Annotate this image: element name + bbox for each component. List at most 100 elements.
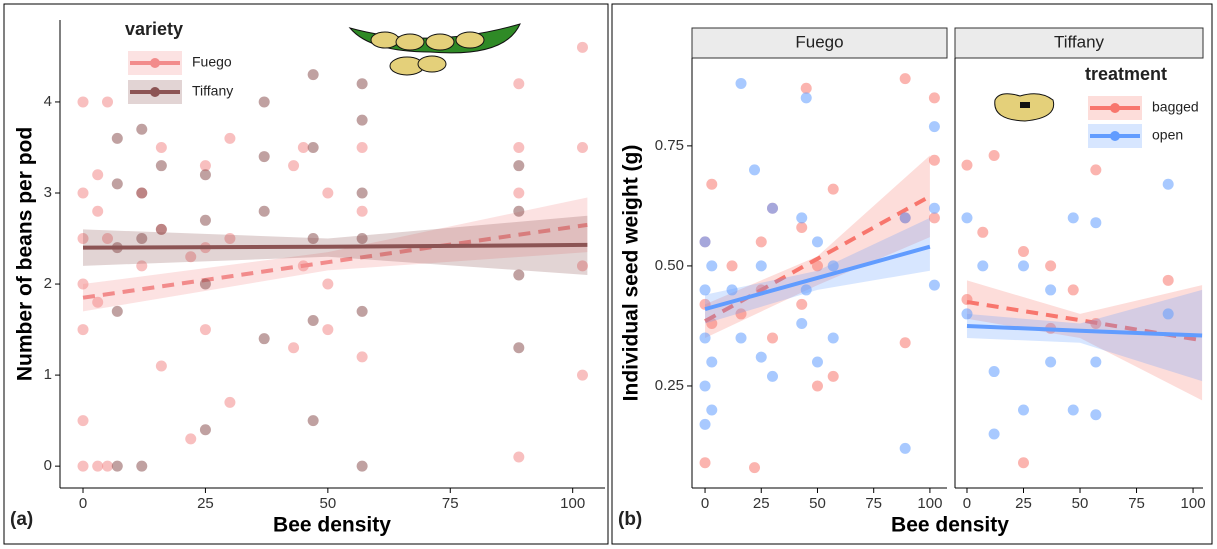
point bbox=[92, 460, 104, 472]
point bbox=[288, 160, 300, 172]
point bbox=[899, 442, 911, 454]
point bbox=[767, 332, 779, 344]
point bbox=[136, 123, 148, 135]
point bbox=[101, 96, 113, 108]
point bbox=[735, 332, 747, 344]
point bbox=[811, 380, 823, 392]
point bbox=[1045, 260, 1057, 272]
point bbox=[224, 233, 236, 245]
point bbox=[988, 366, 1000, 378]
point bbox=[307, 415, 319, 427]
y-tick-label: 0.25 bbox=[655, 377, 684, 394]
point bbox=[356, 187, 368, 199]
point bbox=[1067, 212, 1079, 224]
point bbox=[224, 132, 236, 144]
point bbox=[111, 178, 123, 190]
point bbox=[988, 428, 1000, 440]
legend-key-point bbox=[150, 58, 160, 68]
point bbox=[1162, 274, 1174, 286]
point bbox=[258, 96, 270, 108]
point bbox=[1067, 284, 1079, 296]
point bbox=[258, 333, 270, 345]
point bbox=[1017, 404, 1029, 416]
point bbox=[356, 141, 368, 153]
point bbox=[322, 324, 334, 336]
point bbox=[726, 284, 738, 296]
legend-title: variety bbox=[125, 19, 183, 39]
point bbox=[77, 460, 89, 472]
point bbox=[199, 324, 211, 336]
point bbox=[755, 351, 767, 363]
panel-frame bbox=[611, 3, 1213, 545]
legend-label: Fuego bbox=[192, 54, 232, 70]
point bbox=[961, 212, 973, 224]
facet-strip bbox=[691, 27, 948, 59]
panel-label: (b) bbox=[618, 509, 642, 530]
point bbox=[928, 279, 940, 291]
point bbox=[699, 284, 711, 296]
point bbox=[111, 460, 123, 472]
point bbox=[136, 460, 148, 472]
point bbox=[706, 404, 718, 416]
point bbox=[356, 114, 368, 126]
point bbox=[800, 82, 812, 94]
point bbox=[706, 356, 718, 368]
point bbox=[726, 260, 738, 272]
point bbox=[977, 226, 989, 238]
point bbox=[258, 151, 270, 163]
point bbox=[136, 260, 148, 272]
point bbox=[699, 332, 711, 344]
point bbox=[928, 202, 940, 214]
point bbox=[307, 69, 319, 81]
point bbox=[735, 308, 747, 320]
point bbox=[77, 96, 89, 108]
legend-key-point bbox=[1110, 103, 1120, 113]
confidence-band bbox=[966, 280, 1203, 401]
point bbox=[92, 169, 104, 181]
point bbox=[155, 160, 167, 172]
point bbox=[755, 236, 767, 248]
point bbox=[1090, 164, 1102, 176]
point bbox=[928, 154, 940, 166]
point bbox=[1017, 457, 1029, 469]
y-tick-label: 0 bbox=[44, 457, 52, 474]
point bbox=[576, 260, 588, 272]
pod-illustration bbox=[348, 23, 521, 76]
point bbox=[513, 342, 525, 354]
point bbox=[1045, 356, 1057, 368]
point bbox=[92, 296, 104, 308]
point bbox=[307, 141, 319, 153]
point bbox=[356, 205, 368, 217]
point bbox=[111, 305, 123, 317]
panel-label: (a) bbox=[10, 509, 33, 530]
point bbox=[699, 457, 711, 469]
panel-frame bbox=[3, 3, 609, 545]
point bbox=[928, 121, 940, 133]
point bbox=[1067, 404, 1079, 416]
y-tick-label: 2 bbox=[44, 275, 52, 292]
point bbox=[224, 396, 236, 408]
seed-illustration bbox=[994, 93, 1055, 122]
point bbox=[155, 223, 167, 235]
point bbox=[749, 164, 761, 176]
point bbox=[706, 178, 718, 190]
legend-title: treatment bbox=[1085, 64, 1167, 84]
point bbox=[307, 233, 319, 245]
point bbox=[77, 324, 89, 336]
point bbox=[767, 202, 779, 214]
point bbox=[800, 284, 812, 296]
point bbox=[111, 132, 123, 144]
point bbox=[92, 205, 104, 217]
x-tick-label: 100 bbox=[917, 495, 942, 512]
point bbox=[199, 160, 211, 172]
x-tick-label: 25 bbox=[1015, 495, 1032, 512]
x-tick-label: 75 bbox=[865, 495, 882, 512]
facet-label: Tiffany bbox=[1054, 32, 1105, 51]
point bbox=[800, 92, 812, 104]
point bbox=[796, 222, 808, 234]
point bbox=[1162, 308, 1174, 320]
y-tick-label: 3 bbox=[44, 184, 52, 201]
point bbox=[185, 251, 197, 263]
point bbox=[827, 183, 839, 195]
point bbox=[796, 298, 808, 310]
